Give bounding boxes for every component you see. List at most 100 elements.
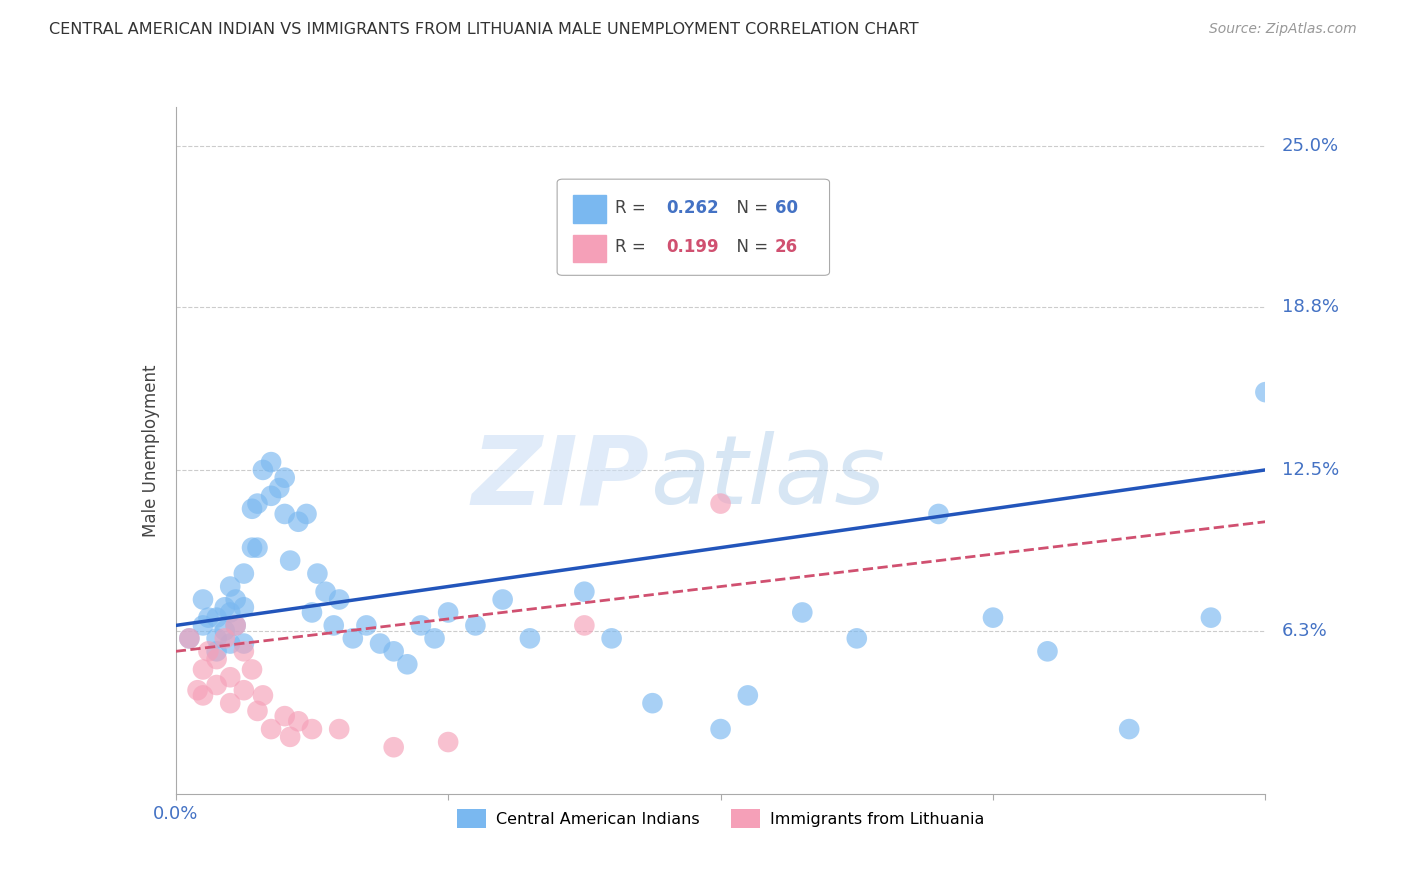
Point <box>214 600 236 615</box>
Text: R =: R = <box>614 238 651 256</box>
Point <box>240 501 263 516</box>
Point <box>252 463 274 477</box>
Point <box>274 471 297 485</box>
Point <box>186 683 209 698</box>
Point <box>1118 722 1140 736</box>
Point <box>409 618 432 632</box>
Point <box>981 610 1004 624</box>
Point <box>301 722 323 736</box>
Legend: Central American Indians, Immigrants from Lithuania: Central American Indians, Immigrants fro… <box>451 803 990 834</box>
Point <box>710 722 733 736</box>
Point <box>614 243 637 257</box>
Point <box>368 636 391 650</box>
Point <box>737 689 759 703</box>
Point <box>179 632 201 646</box>
Point <box>845 632 868 646</box>
Point <box>225 618 247 632</box>
Point <box>205 632 228 646</box>
Text: 25.0%: 25.0% <box>1282 136 1339 155</box>
Point <box>710 497 733 511</box>
Text: 6.3%: 6.3% <box>1282 622 1327 640</box>
Point <box>240 541 263 555</box>
Point <box>464 618 486 632</box>
Point <box>260 455 283 469</box>
Point <box>191 618 214 632</box>
Point <box>232 683 254 698</box>
Point <box>600 632 623 646</box>
Point <box>423 632 446 646</box>
Point <box>232 566 254 581</box>
Point <box>205 644 228 658</box>
FancyBboxPatch shape <box>574 195 606 223</box>
Point <box>574 584 596 599</box>
Point <box>328 592 350 607</box>
Point <box>179 632 201 646</box>
Point <box>278 553 301 567</box>
Point <box>260 489 283 503</box>
Point <box>792 606 814 620</box>
Point <box>278 730 301 744</box>
Point <box>246 497 269 511</box>
FancyBboxPatch shape <box>557 179 830 276</box>
Point <box>356 618 378 632</box>
Text: 0.199: 0.199 <box>666 238 718 256</box>
Point <box>342 632 364 646</box>
Text: 18.8%: 18.8% <box>1282 298 1339 316</box>
Text: ZIP: ZIP <box>472 432 650 524</box>
Point <box>437 735 460 749</box>
Point <box>246 541 269 555</box>
Point <box>307 566 329 581</box>
Text: Source: ZipAtlas.com: Source: ZipAtlas.com <box>1209 22 1357 37</box>
Text: 12.5%: 12.5% <box>1282 461 1339 479</box>
Point <box>219 606 242 620</box>
Point <box>205 678 228 692</box>
Point <box>437 606 460 620</box>
Point <box>225 618 247 632</box>
Point <box>274 507 297 521</box>
Point <box>240 663 263 677</box>
Point <box>641 696 664 710</box>
Text: N =: N = <box>725 199 773 217</box>
Point <box>928 507 950 521</box>
Text: CENTRAL AMERICAN INDIAN VS IMMIGRANTS FROM LITHUANIA MALE UNEMPLOYMENT CORRELATI: CENTRAL AMERICAN INDIAN VS IMMIGRANTS FR… <box>49 22 920 37</box>
Text: 26: 26 <box>775 238 799 256</box>
Point <box>232 636 254 650</box>
Point <box>519 632 541 646</box>
Point <box>214 624 236 638</box>
Point <box>232 644 254 658</box>
Text: 60: 60 <box>775 199 799 217</box>
Point <box>269 481 291 495</box>
Point <box>382 740 405 755</box>
Point <box>205 610 228 624</box>
Point <box>301 606 323 620</box>
Point <box>214 632 236 646</box>
Point <box>287 714 309 729</box>
Point <box>322 618 344 632</box>
Point <box>205 652 228 666</box>
Point <box>219 696 242 710</box>
Point <box>197 610 219 624</box>
Text: R =: R = <box>614 199 651 217</box>
Point <box>191 689 214 703</box>
Point <box>382 644 405 658</box>
Point <box>295 507 318 521</box>
Point <box>252 689 274 703</box>
Point <box>1199 610 1222 624</box>
FancyBboxPatch shape <box>574 235 606 262</box>
Point <box>574 618 596 632</box>
Point <box>492 592 515 607</box>
Point <box>246 704 269 718</box>
Point <box>197 644 219 658</box>
Point <box>315 584 337 599</box>
Point <box>274 709 297 723</box>
Point <box>219 636 242 650</box>
Text: N =: N = <box>725 238 773 256</box>
Point <box>219 580 242 594</box>
Point <box>191 663 214 677</box>
Point <box>328 722 350 736</box>
Point <box>191 592 214 607</box>
Text: 0.0%: 0.0% <box>153 805 198 822</box>
Point <box>1254 385 1277 400</box>
Point <box>396 657 419 672</box>
Text: atlas: atlas <box>650 432 884 524</box>
